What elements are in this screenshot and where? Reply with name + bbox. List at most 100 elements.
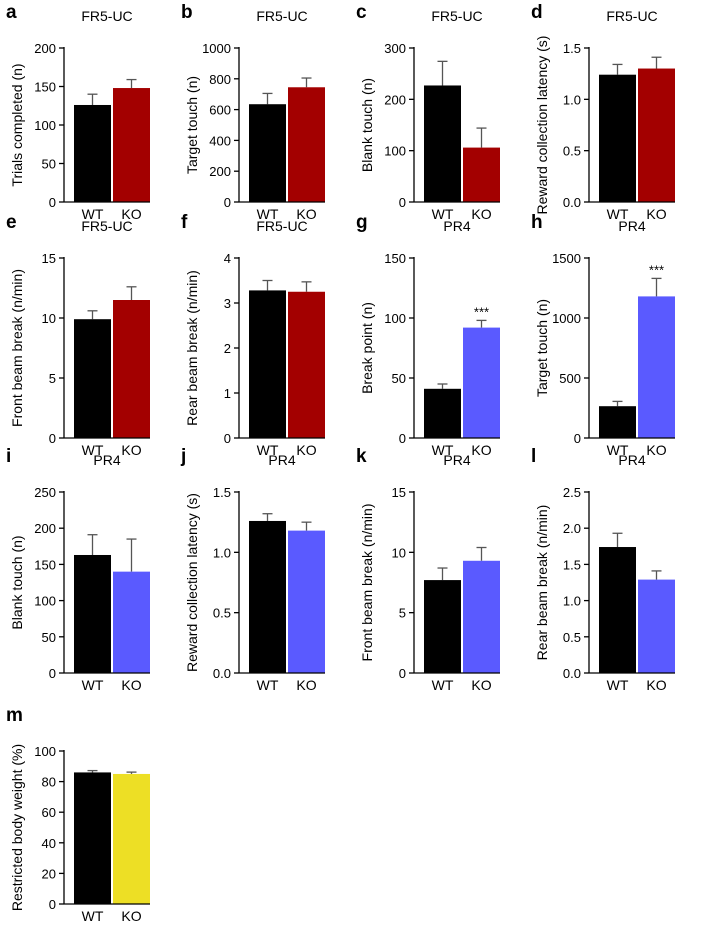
panel-letter: k [356,446,367,467]
panel-d: d FR5-UC Reward collection latency (s) WT KO… [531,2,675,222]
y-tick-label: 200 [209,164,231,179]
y-tick-label: 1.5 [563,41,581,56]
y-tick-label: 5 [49,371,56,386]
y-axis-label: Rear beam break (n/min) [184,270,200,426]
bar-wt [249,290,286,438]
y-tick-label: 0 [49,431,56,446]
y-tick-label: 400 [209,133,231,148]
category-label: KO [646,206,666,222]
bar-wt [74,104,111,202]
bar-ko [113,300,150,438]
category-label: WT [432,442,454,458]
y-tick-label: 0 [49,195,56,210]
y-axis-label: Break point (n) [359,302,375,394]
y-tick-label: 1 [224,386,231,401]
y-tick-label: 1.0 [563,92,581,107]
category-label: WT [432,206,454,222]
y-tick-label: 200 [384,92,406,107]
y-tick-label: 10 [42,311,56,326]
category-label: WT [257,442,279,458]
y-tick-label: 4 [224,251,231,266]
panel-title: FR5-UC [431,8,482,24]
bar-wt [424,85,461,202]
y-axis-label: Blank touch (n) [9,535,25,629]
y-axis-label: Reward collection latency (s) [534,36,550,215]
y-axis-label: Restricted body weight (%) [9,744,25,911]
panel-title: FR5-UC [81,218,132,234]
bar-wt [249,104,286,202]
panel-k: k PR4 Front beam break (n/min) WT KO 0 5 10 15 [356,446,500,693]
bar-ko [463,560,500,673]
y-tick-label: 1000 [552,311,581,326]
panel-title: PR4 [618,218,645,234]
y-tick-label: 15 [42,251,56,266]
category-label: WT [432,677,454,693]
category-label: WT [82,677,104,693]
y-tick-label: 200 [34,41,56,56]
panel-title: PR4 [443,218,470,234]
bar-wt [599,406,636,438]
y-axis-label: Rear beam break (n/min) [534,505,550,661]
y-tick-label: 80 [42,775,56,790]
panel-letter: e [6,212,17,233]
category-label: KO [471,677,491,693]
category-label: KO [471,442,491,458]
y-tick-label: 0 [399,431,406,446]
category-label: KO [646,677,666,693]
category-label: KO [121,442,141,458]
y-tick-label: 0.0 [563,666,581,681]
panel-letter: d [531,2,543,23]
y-tick-label: 3 [224,296,231,311]
panel-letter: c [356,2,367,23]
y-axis-label: Target touch (n) [184,76,200,174]
category-label: WT [82,908,104,924]
y-tick-label: 0 [49,897,56,912]
significance-marker: *** [649,262,664,277]
bar-wt [424,388,461,438]
y-tick-label: 600 [209,103,231,118]
y-tick-label: 150 [34,80,56,95]
y-tick-label: 1.5 [213,485,231,500]
y-tick-label: 100 [34,744,56,759]
y-tick-label: 1000 [202,41,231,56]
y-tick-label: 20 [42,866,56,881]
panel-c: c FR5-UC Blank touch (n) WT KO 0 100 200 300 [356,2,500,222]
y-tick-label: 0 [49,666,56,681]
y-axis-label: Front beam break (n/min) [9,269,25,427]
y-tick-label: 250 [34,485,56,500]
y-tick-label: 0.0 [213,666,231,681]
y-tick-label: 2 [224,341,231,356]
category-label: WT [82,442,104,458]
y-tick-label: 50 [392,371,406,386]
panel-letter: f [181,212,188,233]
panel-e: e FR5-UC Front beam break (n/min) WT KO 0 5 10 1… [6,212,150,458]
bar-ko [463,147,500,202]
y-tick-label: 1.5 [563,557,581,572]
bar-wt [599,74,636,202]
category-label: KO [646,442,666,458]
bar-wt [249,520,286,673]
bar-ko [288,291,325,438]
y-tick-label: 0.0 [563,195,581,210]
bar-ko [638,296,675,438]
panel-title: FR5-UC [81,8,132,24]
bar-wt [424,580,461,673]
y-tick-label: 1.0 [213,545,231,560]
y-tick-label: 50 [42,157,56,172]
y-tick-label: 500 [559,371,581,386]
panel-l: l PR4 Rear beam break (n/min) WT KO 0.0 0.5 1.0… [531,446,675,693]
y-tick-label: 2.5 [563,485,581,500]
y-tick-label: 2.0 [563,521,581,536]
category-label: WT [607,677,629,693]
y-tick-label: 100 [34,118,56,133]
bar-ko [113,88,150,202]
panel-letter: j [180,446,186,467]
significance-marker: *** [474,304,489,319]
y-tick-label: 0.5 [563,144,581,159]
category-label: WT [257,677,279,693]
bar-ko [113,773,150,904]
bar-wt [74,772,111,904]
y-tick-label: 0 [224,195,231,210]
y-axis-label: Trials completed (n) [9,63,25,186]
bar-ko [638,579,675,673]
